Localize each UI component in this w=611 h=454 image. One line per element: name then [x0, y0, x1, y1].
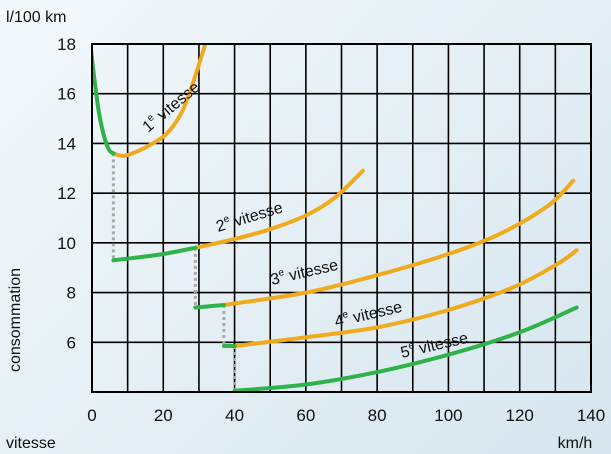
x-tick-label: 80 — [368, 406, 387, 425]
x-tick-label: 120 — [506, 406, 534, 425]
y-axis-label: consommation — [7, 268, 24, 372]
y-tick-label: 6 — [67, 333, 76, 352]
y-tick-label: 16 — [57, 85, 76, 104]
grid — [92, 44, 591, 392]
y-tick-label: 10 — [57, 234, 76, 253]
plot-frame — [91, 43, 592, 393]
x-tick-label: 40 — [225, 406, 244, 425]
gear-5-curve-optimal — [232, 305, 579, 392]
x-unit-label: km/h — [558, 435, 593, 452]
x-tick-label: 140 — [577, 406, 605, 425]
x-tick-label: 20 — [154, 406, 173, 425]
gear-2-curve-non-optimal — [193, 168, 365, 250]
y-unit-label: l/100 km — [6, 9, 66, 26]
gear-3-label: 3e vitesse — [269, 255, 340, 289]
x-tick-label: 0 — [87, 406, 96, 425]
gear-3-curve-optimal — [193, 303, 226, 310]
x-tick-labels: 0 20 40 60 80 100 120 140 — [87, 406, 605, 425]
gear-shift-lines — [111, 153, 237, 391]
x-tick-label: 60 — [296, 406, 315, 425]
x-tick-label: 100 — [434, 406, 462, 425]
y-tick-label: 12 — [57, 184, 76, 203]
gear-3-curve-non-optimal — [221, 178, 576, 307]
y-tick-label: 18 — [57, 35, 76, 54]
x-axis-label: vitesse — [6, 435, 56, 452]
gear-4-curve-non-optimal — [232, 248, 579, 348]
y-tick-label: 14 — [57, 134, 76, 153]
gear-2-label: 2e vitesse — [214, 198, 285, 236]
y-tick-label: 8 — [67, 284, 76, 303]
gear-2-curve-optimal — [111, 245, 198, 263]
gear-1-curve-optimal — [92, 44, 116, 156]
gear-1-curve-non-optimal — [111, 44, 208, 158]
y-tick-labels: 6 8 10 12 14 16 18 — [57, 35, 76, 352]
